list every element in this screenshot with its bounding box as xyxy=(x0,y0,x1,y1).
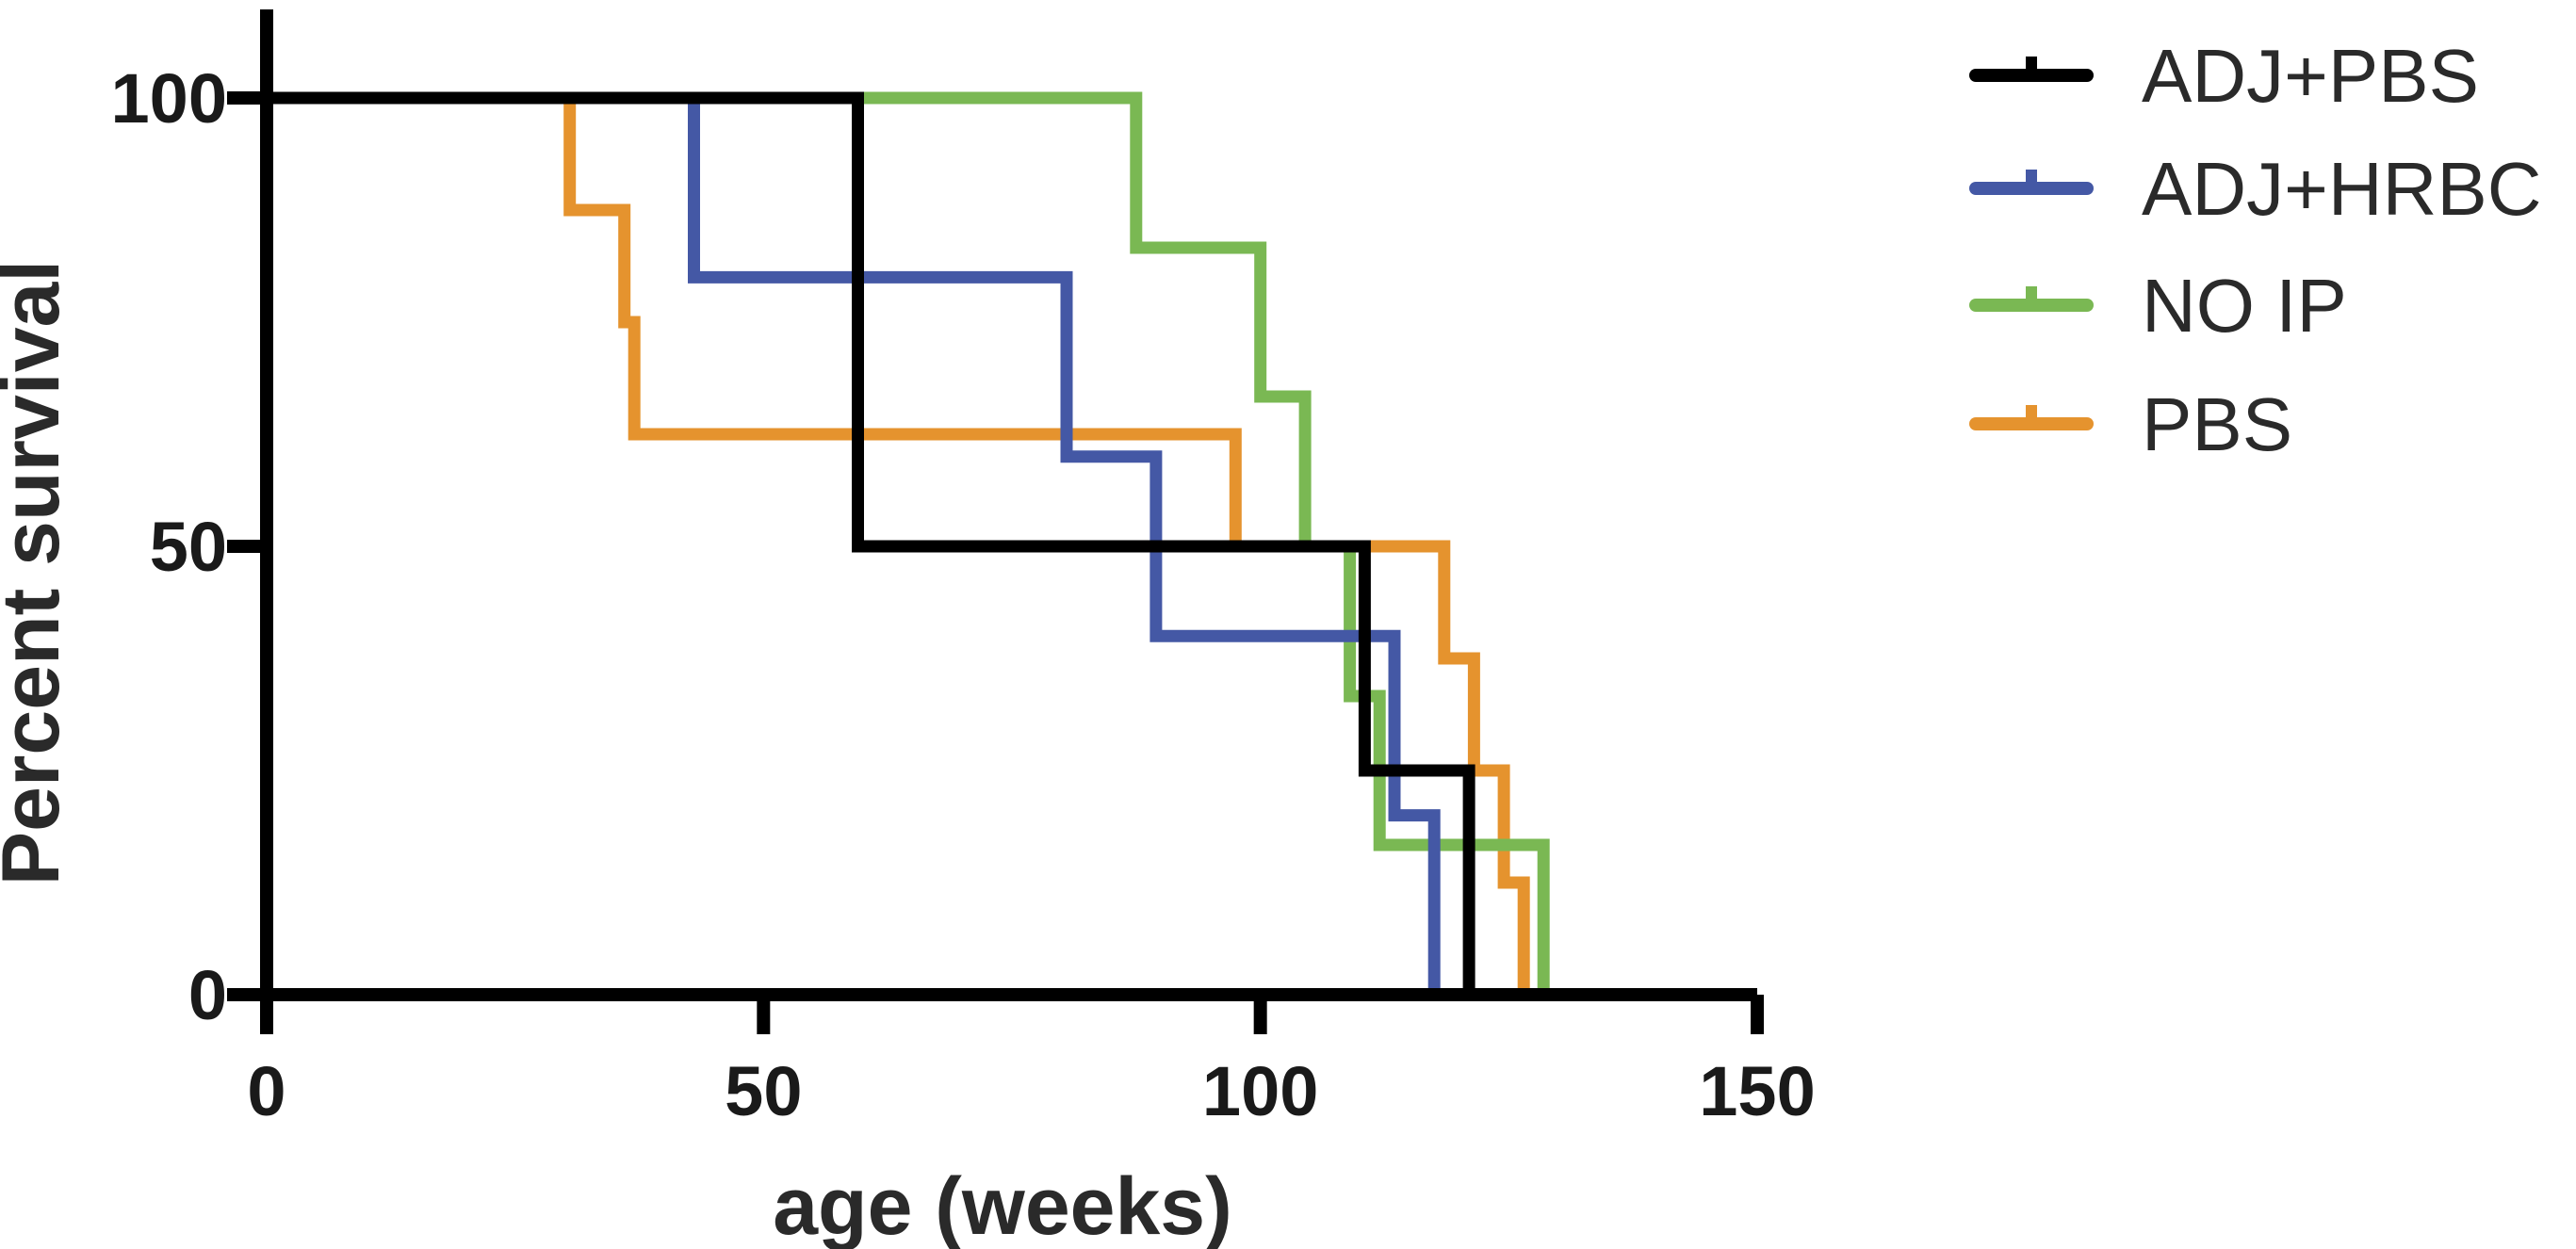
legend-label: ADJ+PBS xyxy=(2142,34,2479,118)
y-axis-title: Percent survival xyxy=(0,260,76,885)
legend-label: ADJ+HRBC xyxy=(2142,147,2542,231)
x-tick-label: 0 xyxy=(247,1052,285,1130)
legend-item-adj-hrbc: ADJ+HRBC xyxy=(1969,147,2542,231)
legend-label: PBS xyxy=(2142,382,2292,466)
series-layer xyxy=(260,91,1550,1001)
y-tick-label: 0 xyxy=(188,956,227,1034)
x-axis-title: age (weeks) xyxy=(773,1161,1232,1249)
legend: ADJ+PBS ADJ+HRBC NO IP PBS xyxy=(1969,34,2542,466)
y-tick-label: 100 xyxy=(111,59,227,138)
series-line-adj-hrbc xyxy=(260,91,1441,1001)
x-tick-label: 50 xyxy=(725,1052,802,1130)
legend-item-pbs: PBS xyxy=(1969,382,2292,466)
x-tick-label: 100 xyxy=(1202,1052,1318,1130)
legend-label: NO IP xyxy=(2142,264,2347,348)
legend-item-no-ip: NO IP xyxy=(1969,264,2347,348)
legend-item-adj-pbs: ADJ+PBS xyxy=(1969,34,2479,118)
series-line-adj-pbs xyxy=(260,91,1475,1001)
x-tick-label: 150 xyxy=(1699,1052,1815,1130)
axes-layer: 0 50 100 150 0 50 100 age (weeks) Percent surviv… xyxy=(0,9,1816,1249)
y-tick-label: 50 xyxy=(150,508,227,586)
